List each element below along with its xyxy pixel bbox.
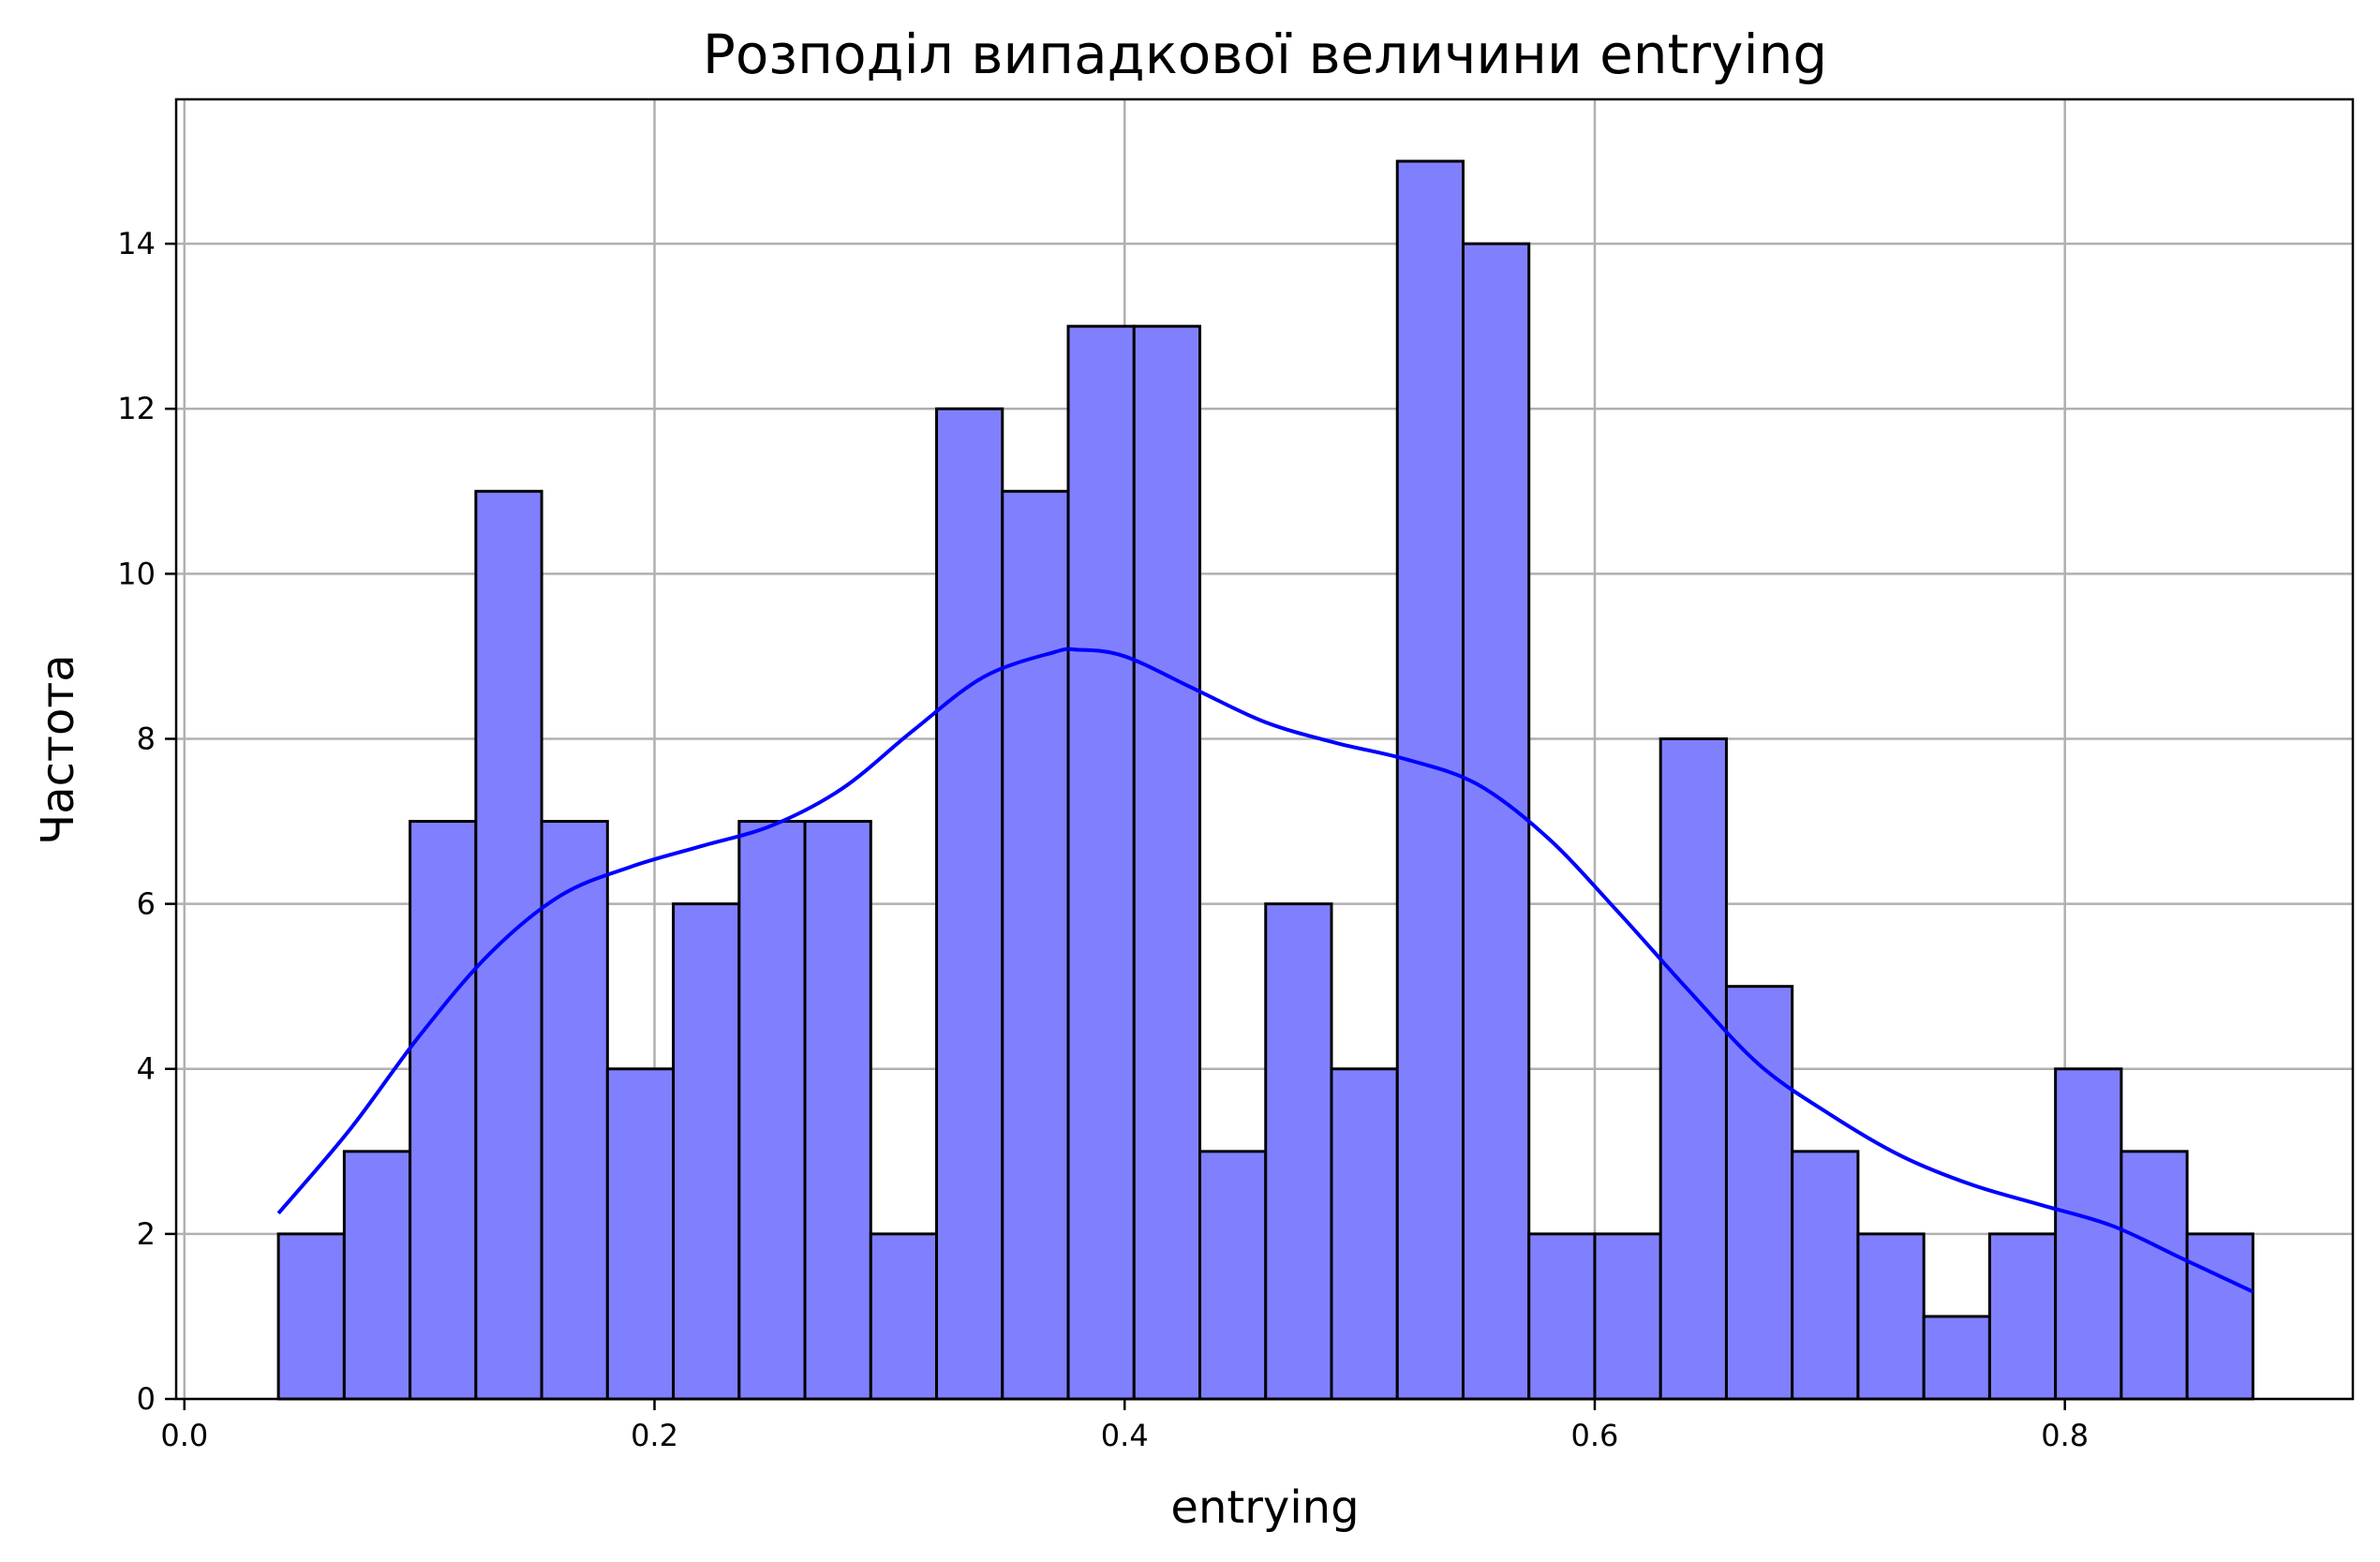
y-tick-label: 0	[137, 1381, 156, 1417]
histogram-bar	[1066, 324, 1136, 1401]
histogram-bar	[605, 1067, 676, 1401]
x-axis-label: entrying	[1170, 1481, 1359, 1534]
histogram-bar	[409, 820, 478, 1401]
y-tick-label: 8	[137, 721, 156, 756]
y-tick-label: 12	[117, 391, 156, 426]
histogram-bars	[276, 159, 2254, 1401]
histogram-bar	[276, 1232, 346, 1401]
x-tick-label: 0.0	[160, 1418, 208, 1453]
histogram-bar	[2120, 1150, 2189, 1401]
histogram-bar	[540, 820, 609, 1401]
y-axis-label: Частота	[32, 654, 84, 844]
histogram-bar	[1461, 242, 1531, 1401]
y-tick-label: 6	[137, 886, 156, 922]
histogram-bar	[1791, 1150, 1860, 1401]
histogram-bar	[1593, 1232, 1662, 1401]
histogram-bar	[1527, 1232, 1597, 1401]
y-tick-label: 4	[137, 1051, 156, 1087]
histogram-bar	[1330, 1067, 1399, 1401]
chart-title: Розподіл випадкової величини entrying	[703, 22, 1827, 86]
histogram-bar	[1856, 1232, 1926, 1401]
histogram-bar	[803, 820, 872, 1401]
histogram-bar	[737, 820, 807, 1401]
x-tick-label: 0.2	[631, 1418, 678, 1453]
x-tick-label: 0.4	[1101, 1418, 1149, 1453]
kde-curve	[276, 647, 2254, 1294]
histogram-bar	[342, 1150, 412, 1401]
histogram-bar	[1264, 902, 1333, 1401]
y-tick-label: 14	[117, 226, 156, 261]
histogram-bar	[672, 902, 741, 1401]
histogram-bar	[1922, 1315, 1991, 1401]
histogram-bar	[2185, 1232, 2254, 1401]
histogram-bar	[869, 1232, 939, 1401]
histogram-bar	[2054, 1067, 2123, 1401]
x-axis-ticks: 0.0 0.2 0.4 0.6 0.8	[160, 1399, 2089, 1453]
histogram-bar	[1001, 489, 1070, 1401]
y-axis-ticks: 0 2 4 6 8 10 12 14	[117, 226, 176, 1417]
y-tick-label: 2	[137, 1216, 156, 1252]
x-tick-label: 0.8	[2041, 1418, 2089, 1453]
histogram-bar	[1724, 985, 1794, 1401]
histogram-bar	[935, 407, 1004, 1401]
histogram-bar	[474, 489, 543, 1401]
plot-frame	[174, 97, 2355, 1401]
x-tick-label: 0.6	[1571, 1418, 1619, 1453]
histogram-bar	[1987, 1232, 2058, 1401]
y-tick-label: 10	[117, 556, 156, 591]
histogram-bar	[1132, 324, 1202, 1401]
histogram-bar	[1198, 1150, 1268, 1401]
histogram-bar	[1659, 736, 1728, 1401]
histogram-bar	[1395, 159, 1465, 1401]
